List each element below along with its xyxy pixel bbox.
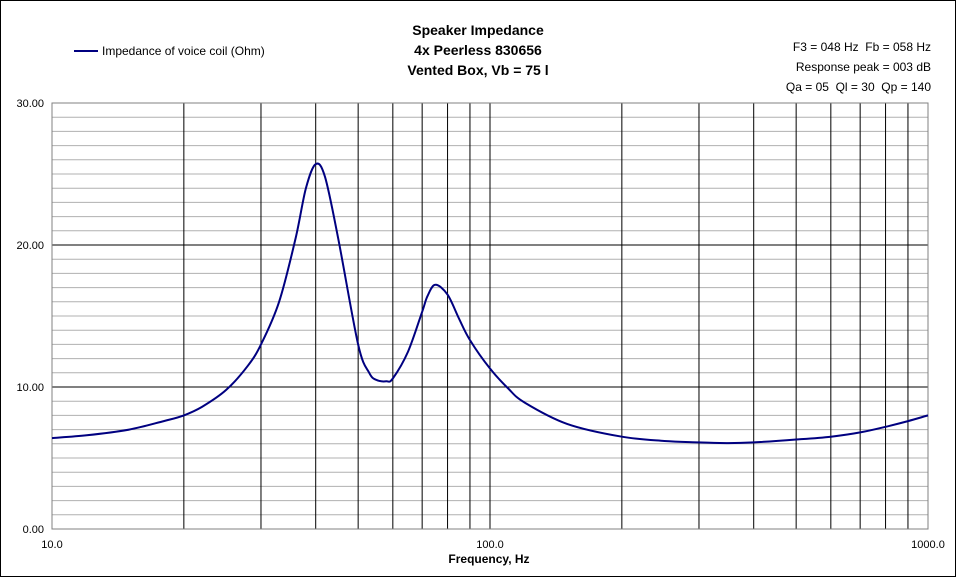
- chart-title-line-3: Vented Box, Vb = 75 l: [407, 62, 549, 78]
- series-line-impedance: [51, 162, 929, 445]
- x-tick-label: 1000.0: [911, 539, 945, 551]
- y-tick-label: 10.00: [16, 382, 44, 394]
- plot-border: [51, 102, 929, 530]
- annotation-q-values: Qa = 05 Ql = 30 Qp = 140: [785, 80, 931, 94]
- x-axis-label: Frequency, Hz: [448, 552, 530, 566]
- annotation-f3-fb: F3 = 048 Hz Fb = 058 Hz: [792, 40, 931, 54]
- legend-swatch-impedance: [74, 50, 98, 52]
- y-tick-label: 20.00: [16, 240, 44, 252]
- chart-legend: Impedance of voice coil (Ohm): [74, 44, 265, 58]
- x-tick-label: 100.0: [476, 539, 504, 551]
- legend-label-impedance: Impedance of voice coil (Ohm): [102, 44, 265, 58]
- y-tick-label: 30.00: [16, 98, 44, 110]
- y-tick-label: 0.00: [23, 524, 44, 536]
- annotation-response-peak: Response peak = 003 dB: [795, 60, 931, 74]
- chart-title-line-1: Speaker Impedance: [412, 22, 544, 38]
- x-tick-label: 10.0: [41, 539, 62, 551]
- chart-title-line-2: 4x Peerless 830656: [414, 42, 542, 58]
